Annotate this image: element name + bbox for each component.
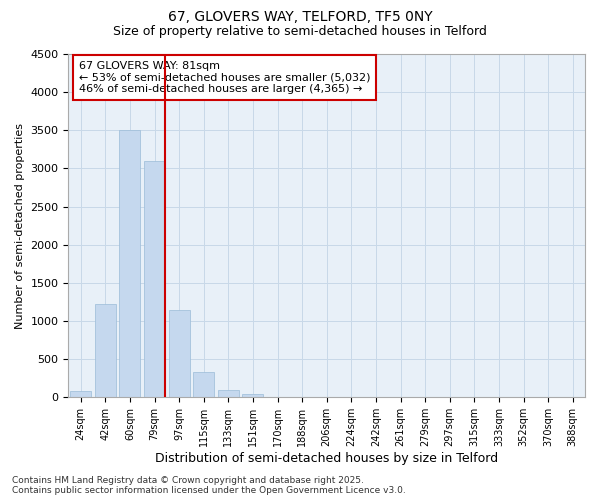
Text: 67, GLOVERS WAY, TELFORD, TF5 0NY: 67, GLOVERS WAY, TELFORD, TF5 0NY <box>167 10 433 24</box>
Bar <box>70 391 91 398</box>
Bar <box>95 304 116 398</box>
X-axis label: Distribution of semi-detached houses by size in Telford: Distribution of semi-detached houses by … <box>155 452 498 465</box>
Bar <box>119 130 140 398</box>
Bar <box>218 390 239 398</box>
Y-axis label: Number of semi-detached properties: Number of semi-detached properties <box>15 122 25 328</box>
Text: Contains HM Land Registry data © Crown copyright and database right 2025.
Contai: Contains HM Land Registry data © Crown c… <box>12 476 406 495</box>
Text: Size of property relative to semi-detached houses in Telford: Size of property relative to semi-detach… <box>113 25 487 38</box>
Bar <box>242 394 263 398</box>
Bar <box>193 372 214 398</box>
Bar <box>169 310 190 398</box>
Text: 67 GLOVERS WAY: 81sqm
← 53% of semi-detached houses are smaller (5,032)
46% of s: 67 GLOVERS WAY: 81sqm ← 53% of semi-deta… <box>79 61 370 94</box>
Bar <box>144 161 165 398</box>
